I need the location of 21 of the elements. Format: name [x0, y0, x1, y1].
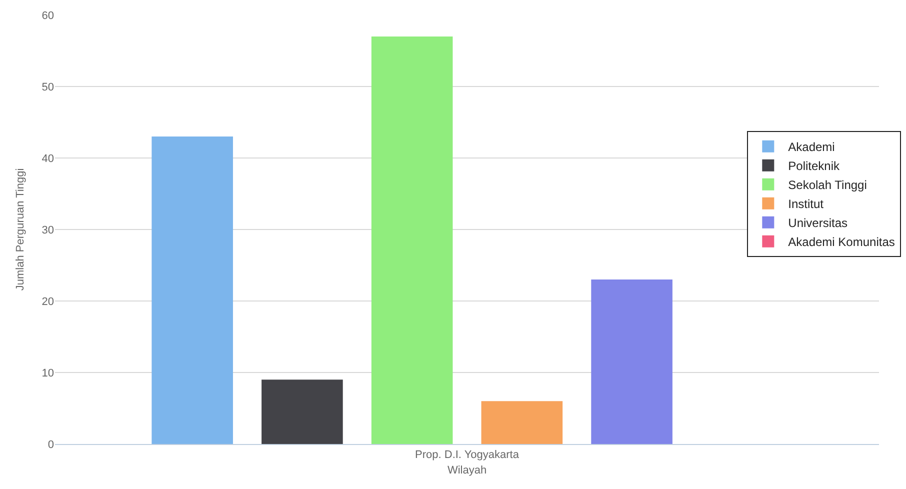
y-tick-label: 10 — [42, 367, 54, 380]
legend-label: Politeknik — [788, 159, 841, 174]
legend-label: Universitas — [788, 216, 848, 230]
y-tick-label: 30 — [42, 224, 54, 236]
bar — [371, 36, 453, 444]
y-tick-label: 20 — [42, 296, 54, 308]
legend-label: Akademi — [788, 140, 835, 154]
legend-label: Sekolah Tinggi — [788, 178, 867, 192]
bar — [591, 280, 672, 444]
y-tick-label: 0 — [48, 438, 54, 451]
bar — [152, 136, 233, 444]
bar — [262, 380, 343, 444]
x-axis-title: Wilayah — [447, 464, 487, 476]
y-tick-label: 60 — [42, 10, 54, 22]
bar — [481, 401, 563, 444]
y-tick-label: 50 — [42, 81, 54, 94]
y-tick-label: 40 — [42, 152, 54, 165]
y-axis-title: Jumlah Perguruan Tinggi — [14, 168, 26, 291]
legend-label: Institut — [788, 197, 824, 212]
legend-label: Akademi Komunitas — [788, 235, 895, 250]
x-tick-label: Prop. D.I. Yogyakarta — [415, 449, 520, 462]
